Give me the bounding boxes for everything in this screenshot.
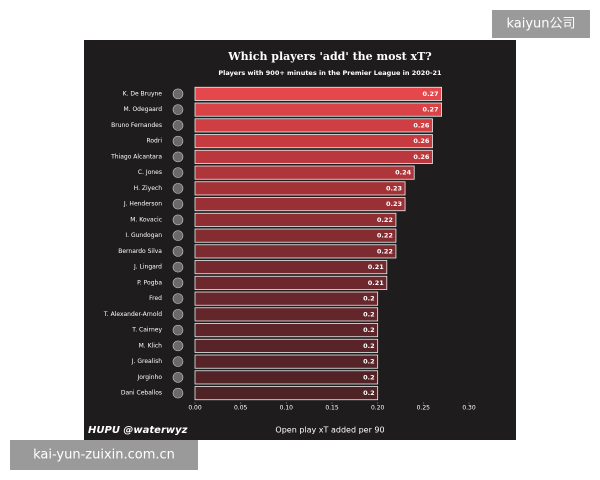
y-tick-label: Dani Ceballos bbox=[121, 390, 162, 397]
watermark-box bbox=[10, 440, 198, 470]
club-badge bbox=[172, 230, 184, 241]
club-badge bbox=[172, 309, 184, 320]
y-tick-label: J. Henderson bbox=[123, 201, 162, 208]
y-tick-label: Bernardo Silva bbox=[118, 248, 162, 255]
club-badge bbox=[172, 387, 184, 399]
bar bbox=[194, 149, 433, 164]
club-badge bbox=[172, 372, 184, 383]
bar bbox=[194, 291, 379, 306]
y-tick-label: I. Gundogan bbox=[125, 232, 162, 239]
x-tick-label: 0.15 bbox=[325, 405, 339, 412]
x-tick-label: 0.30 bbox=[462, 405, 476, 412]
x-axis-label: Open play xT added per 90 bbox=[275, 426, 384, 435]
chart-title: Which players 'add' the most xT? bbox=[227, 50, 432, 63]
value-label: 0.21 bbox=[368, 279, 385, 287]
watermark-box bbox=[492, 10, 590, 38]
value-label: 0.22 bbox=[377, 232, 393, 240]
bar bbox=[194, 323, 379, 338]
y-tick-label: T. Alexander-Arnold bbox=[103, 311, 162, 318]
club-badge bbox=[172, 120, 184, 131]
y-tick-label: Thiago Alcantara bbox=[110, 153, 162, 160]
value-label: 0.26 bbox=[413, 121, 430, 129]
club-badge bbox=[172, 183, 184, 194]
club-badge bbox=[172, 340, 184, 352]
chart-subtitle: Players with 900+ minutes in the Premier… bbox=[218, 69, 442, 77]
y-tick-label: P. Pogba bbox=[137, 279, 162, 286]
club-badge bbox=[172, 104, 184, 115]
bar bbox=[194, 118, 433, 133]
y-tick-label: M. Kovacic bbox=[130, 216, 162, 223]
value-label: 0.2 bbox=[363, 326, 375, 334]
bar bbox=[194, 102, 443, 117]
bar bbox=[194, 197, 406, 212]
bar bbox=[194, 165, 415, 180]
x-tick-label: 0.25 bbox=[417, 405, 431, 412]
y-tick-label: M. Odegaard bbox=[123, 106, 162, 113]
y-tick-label: Jorginho bbox=[136, 374, 162, 381]
y-tick-label: K. De Bruyne bbox=[123, 90, 163, 97]
bar bbox=[194, 338, 379, 353]
y-tick-label: C. Jones bbox=[138, 169, 162, 176]
value-label: 0.23 bbox=[386, 184, 402, 192]
club-badge bbox=[172, 151, 184, 163]
bar bbox=[194, 134, 433, 149]
club-badge bbox=[172, 261, 184, 273]
club-badge bbox=[172, 293, 184, 304]
y-tick-label: H. Ziyech bbox=[134, 185, 163, 192]
watermark: kai-yun-zuixin.com.cn bbox=[33, 448, 175, 463]
bar bbox=[194, 244, 397, 259]
club-badge bbox=[172, 277, 184, 289]
value-label: 0.27 bbox=[423, 106, 439, 114]
club-badge bbox=[172, 198, 184, 210]
y-tick-label: J. Grealish bbox=[131, 358, 162, 365]
value-label: 0.2 bbox=[363, 358, 375, 366]
x-tick-label: 0.10 bbox=[280, 405, 294, 412]
value-label: 0.24 bbox=[395, 169, 412, 177]
y-tick-label: Bruno Fernandes bbox=[111, 122, 162, 129]
club-badge bbox=[172, 135, 184, 147]
x-tick-label: 0.00 bbox=[188, 405, 202, 412]
y-tick-label: Fred bbox=[149, 295, 162, 302]
value-label: 0.2 bbox=[363, 389, 375, 397]
value-label: 0.2 bbox=[363, 342, 375, 350]
value-label: 0.2 bbox=[363, 310, 375, 318]
bar bbox=[194, 212, 397, 227]
bar bbox=[194, 260, 388, 275]
value-label: 0.26 bbox=[413, 137, 430, 145]
y-tick-label: T. Cairney bbox=[131, 327, 162, 334]
club-badge bbox=[172, 88, 184, 100]
club-badge bbox=[172, 214, 184, 226]
bar bbox=[194, 386, 379, 401]
club-badge bbox=[172, 356, 184, 367]
value-label: 0.21 bbox=[368, 263, 385, 271]
bar bbox=[194, 307, 379, 322]
club-badge bbox=[172, 324, 184, 336]
value-label: 0.22 bbox=[377, 216, 393, 224]
bar bbox=[194, 228, 397, 243]
bar bbox=[194, 275, 388, 290]
value-label: 0.26 bbox=[413, 153, 430, 161]
value-label: 0.22 bbox=[377, 247, 393, 255]
value-label: 0.23 bbox=[386, 200, 402, 208]
club-badge bbox=[172, 246, 184, 257]
y-tick-label: M. Klich bbox=[139, 342, 163, 349]
bar bbox=[194, 86, 443, 101]
value-label: 0.2 bbox=[363, 373, 375, 381]
club-badge bbox=[172, 167, 184, 178]
x-tick-label: 0.20 bbox=[371, 405, 385, 412]
bar bbox=[194, 181, 406, 196]
value-label: 0.27 bbox=[423, 90, 439, 98]
x-tick-label: 0.05 bbox=[234, 405, 248, 412]
watermark: kaiyun公司 bbox=[506, 17, 575, 32]
bar bbox=[194, 354, 379, 369]
y-tick-label: J. Lingard bbox=[133, 264, 162, 271]
source: HUPU @waterwyz bbox=[88, 425, 188, 436]
y-tick-label: Rodri bbox=[146, 138, 162, 145]
bar bbox=[194, 370, 379, 385]
value-label: 0.2 bbox=[363, 295, 375, 303]
